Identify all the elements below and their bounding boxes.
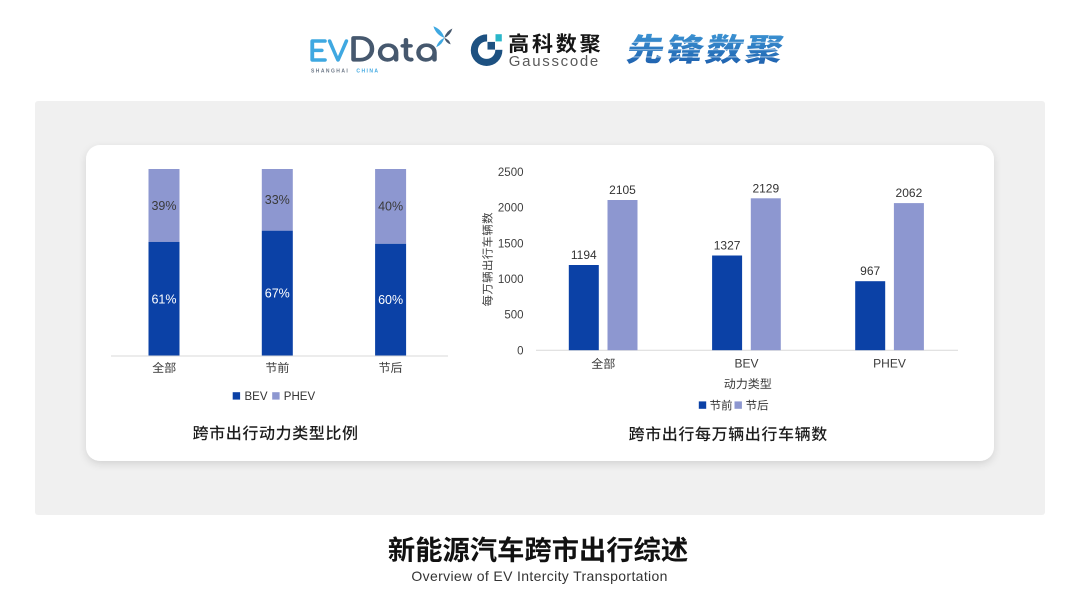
- svg-text:1194: 1194: [571, 248, 597, 262]
- svg-text:PHEV: PHEV: [284, 391, 316, 403]
- svg-text:CHINA: CHINA: [356, 69, 379, 75]
- svg-text:0: 0: [517, 345, 523, 357]
- svg-text:BEV: BEV: [245, 391, 268, 403]
- svg-text:Gausscode: Gausscode: [509, 53, 600, 70]
- svg-text:PHEV: PHEV: [873, 356, 906, 370]
- svg-text:2129: 2129: [752, 181, 779, 195]
- svg-text:967: 967: [860, 264, 880, 278]
- svg-text:500: 500: [504, 310, 523, 322]
- svg-text:39%: 39%: [151, 199, 176, 213]
- svg-text:60%: 60%: [378, 293, 403, 307]
- svg-text:67%: 67%: [265, 287, 290, 301]
- svg-text:2062: 2062: [896, 186, 923, 200]
- svg-text:61%: 61%: [151, 292, 176, 306]
- svg-text:Overview of EV Intercity Trans: Overview of EV Intercity Transportation: [411, 568, 667, 584]
- svg-text:1500: 1500: [498, 238, 524, 250]
- svg-text:2105: 2105: [609, 183, 636, 197]
- svg-text:2000: 2000: [498, 203, 524, 215]
- svg-text:SHANGHAI: SHANGHAI: [311, 69, 349, 75]
- svg-text:1000: 1000: [498, 274, 524, 286]
- svg-text:33%: 33%: [265, 193, 290, 207]
- svg-text:40%: 40%: [378, 200, 403, 214]
- svg-text:2500: 2500: [498, 167, 524, 179]
- svg-text:BEV: BEV: [734, 356, 758, 370]
- svg-text:1327: 1327: [714, 239, 741, 253]
